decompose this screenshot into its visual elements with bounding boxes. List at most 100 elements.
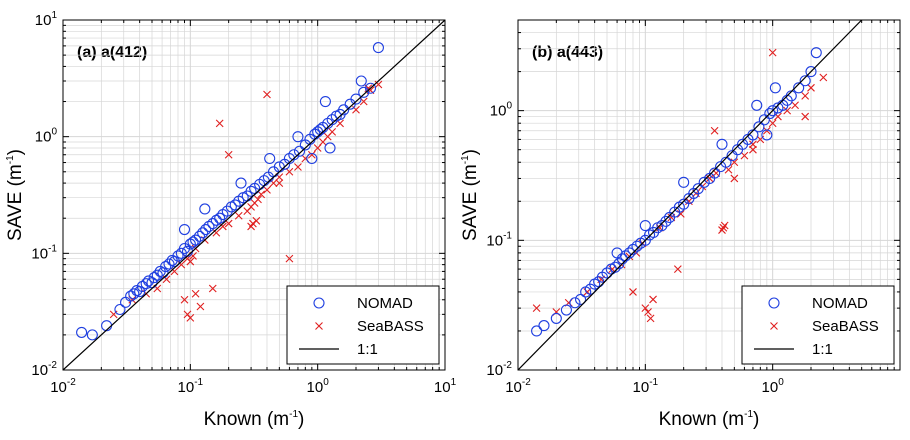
seabass-point <box>819 73 828 82</box>
seabass-point <box>791 101 799 110</box>
nomad-point <box>350 93 362 105</box>
seabass-point <box>720 221 729 230</box>
y-tick-label: 101 <box>35 10 58 29</box>
nomad-point <box>799 75 811 87</box>
nomad-point <box>338 104 350 116</box>
nomad-point <box>128 288 140 300</box>
seabass-point <box>532 304 541 313</box>
nomad-point <box>538 320 550 332</box>
nomad-point <box>709 167 721 179</box>
seabass-point <box>641 304 650 313</box>
legend-seabass-marker <box>315 322 323 330</box>
legend-nomad-marker <box>768 297 780 309</box>
seabass-point <box>234 211 243 220</box>
nomad-point <box>293 145 306 157</box>
nomad-point <box>168 256 180 268</box>
legend-seabass-marker <box>770 322 778 330</box>
nomad-point <box>767 105 779 117</box>
seabass-point <box>807 83 815 92</box>
seabass-point <box>705 174 714 183</box>
nomad-point <box>364 82 377 94</box>
nomad-point <box>726 150 738 162</box>
legend-label: NOMAD <box>812 295 868 312</box>
nomad-point <box>531 325 543 337</box>
legend-label: NOMAD <box>357 295 413 312</box>
nomad-point <box>76 326 88 338</box>
nomad-point <box>793 82 805 94</box>
nomad-point <box>627 243 639 256</box>
nomad-point <box>160 261 172 273</box>
y-tick-label: 10-2 <box>486 360 512 379</box>
nomad-point <box>319 95 331 108</box>
nomad-point <box>199 203 211 215</box>
plot-frame <box>62 19 446 371</box>
nomad-point <box>306 152 318 165</box>
nomad-point <box>229 199 241 211</box>
x-tick-label: 100 <box>307 377 330 396</box>
nomad-point <box>692 183 704 195</box>
seabass-point <box>208 284 217 293</box>
y-tick-label: 10-2 <box>31 360 57 379</box>
seabass-point <box>749 140 757 149</box>
nomad-point <box>324 142 336 154</box>
nomad-point <box>221 205 233 217</box>
x-axis-label: Known (m-1) <box>659 409 760 430</box>
x-tick-label: 10-1 <box>178 377 204 396</box>
nomad-point <box>203 220 215 232</box>
seabass-point <box>275 179 284 187</box>
nomad-point <box>136 280 148 293</box>
nomad-point <box>125 290 137 302</box>
seabass-point <box>224 150 233 159</box>
y-axis-label: SAVE (m-1) <box>5 149 26 241</box>
nomad-point <box>769 82 781 94</box>
plot-area <box>518 20 863 370</box>
seabass-point <box>629 288 637 296</box>
y-axis-label: SAVE (m-1) <box>460 149 481 241</box>
y-tick-label: 100 <box>35 127 58 146</box>
nomad-point <box>148 272 160 284</box>
seabass-point <box>307 150 316 159</box>
x-tick-label: 100 <box>762 377 785 396</box>
legend-box <box>286 285 440 365</box>
x-tick-label: 101 <box>434 377 457 396</box>
nomad-point <box>678 176 690 188</box>
legend-label: 1:1 <box>357 341 378 358</box>
nomad-point <box>292 131 304 143</box>
nomad-point <box>86 329 98 341</box>
nomad-point <box>611 247 623 259</box>
seabass-point <box>646 314 655 323</box>
nomad-point <box>151 269 163 281</box>
nomad-point <box>761 129 773 141</box>
nomad-point <box>245 185 257 197</box>
seabass-point <box>218 222 227 231</box>
legend-box <box>741 285 895 365</box>
nomad-point <box>609 261 621 273</box>
nomad-point <box>805 66 817 78</box>
nomad-point <box>372 42 384 54</box>
seabass-point <box>768 119 777 128</box>
seabass-point <box>294 163 302 171</box>
nomad-point <box>134 286 146 298</box>
seabass-point <box>740 151 749 160</box>
nomad-point <box>764 107 776 120</box>
seabass-point <box>215 119 224 128</box>
seabass-point <box>783 106 792 115</box>
nomad-point <box>720 156 732 168</box>
nomad-point <box>214 212 226 224</box>
nomad-point <box>601 267 613 279</box>
seabass-point <box>762 126 771 135</box>
one-to-one-line <box>63 20 445 370</box>
nomad-point <box>326 114 338 126</box>
seabass-point <box>252 216 261 225</box>
y-tick-label: 10-1 <box>31 243 57 262</box>
seabass-point <box>254 195 262 204</box>
legend: NOMAD SeaBASS 1:1 <box>286 285 440 365</box>
nomad-point <box>358 86 370 98</box>
seabass-point <box>801 91 810 100</box>
y-tick-label: 100 <box>490 101 513 120</box>
seabass-point <box>768 48 777 57</box>
x-tick-label: 10-1 <box>633 377 659 396</box>
nomad-point <box>200 223 212 236</box>
nomad-point <box>716 138 728 150</box>
seabass-point <box>801 112 810 121</box>
